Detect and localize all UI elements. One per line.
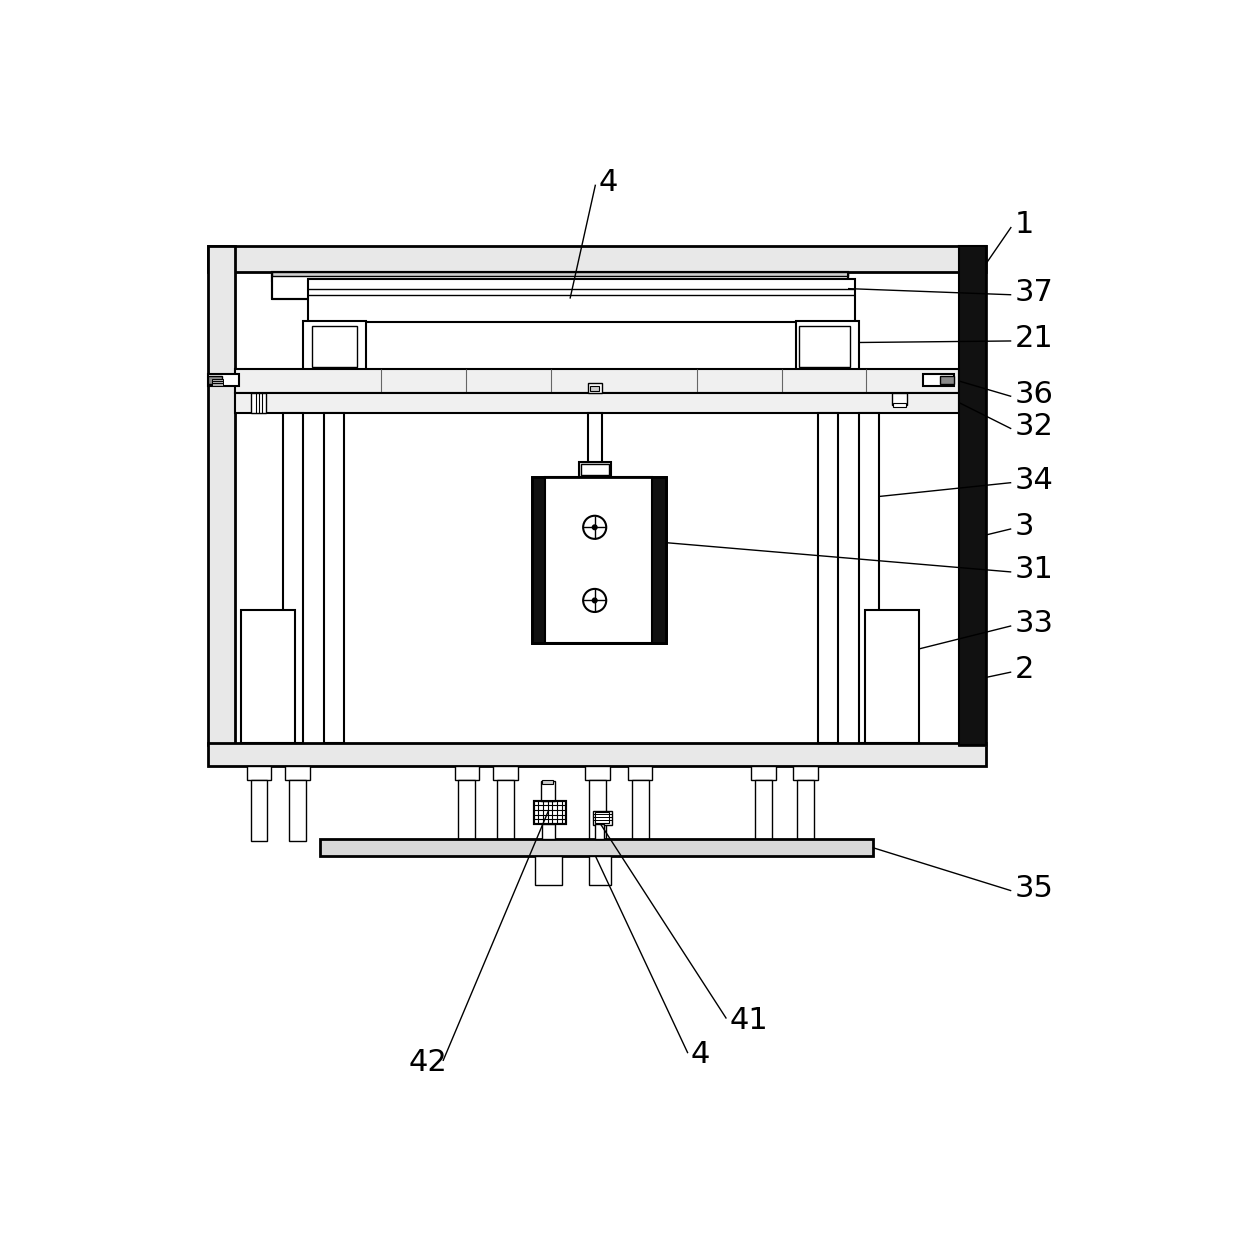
Text: 32: 32: [1014, 412, 1053, 441]
Bar: [303, 321, 366, 371]
Bar: [455, 766, 479, 780]
Bar: [959, 246, 986, 745]
Bar: [588, 384, 601, 394]
Bar: [459, 780, 475, 841]
Bar: [631, 780, 649, 841]
Bar: [236, 392, 959, 414]
Bar: [242, 610, 295, 742]
Bar: [534, 801, 567, 824]
Bar: [212, 379, 223, 381]
Bar: [894, 402, 905, 408]
Bar: [247, 766, 272, 780]
Text: 4: 4: [599, 168, 618, 196]
Bar: [250, 392, 265, 414]
Bar: [285, 766, 310, 780]
Text: 34: 34: [1014, 466, 1053, 495]
Bar: [589, 856, 611, 885]
Bar: [799, 325, 849, 368]
Bar: [593, 811, 611, 825]
Bar: [892, 392, 908, 405]
Bar: [532, 478, 666, 642]
Bar: [309, 279, 854, 321]
Bar: [652, 478, 666, 642]
Bar: [923, 374, 954, 386]
Bar: [542, 780, 553, 784]
Bar: [534, 801, 567, 824]
Text: 4: 4: [691, 1040, 711, 1069]
Bar: [283, 414, 303, 742]
Bar: [312, 325, 357, 368]
Bar: [589, 780, 606, 841]
Text: 21: 21: [1014, 324, 1053, 354]
Bar: [212, 381, 223, 384]
Bar: [236, 370, 959, 392]
Bar: [324, 414, 343, 742]
Bar: [208, 246, 986, 271]
Bar: [320, 839, 873, 856]
Bar: [546, 478, 652, 642]
Bar: [595, 812, 609, 822]
Bar: [755, 780, 771, 841]
Bar: [959, 246, 986, 745]
Bar: [532, 478, 666, 642]
Circle shape: [593, 525, 596, 530]
Bar: [588, 414, 601, 464]
Bar: [627, 766, 652, 780]
Bar: [208, 376, 222, 384]
Bar: [818, 414, 838, 742]
Text: 31: 31: [1014, 555, 1053, 584]
Bar: [208, 742, 986, 766]
Bar: [272, 271, 848, 299]
Bar: [289, 780, 306, 841]
Text: 33: 33: [1014, 609, 1053, 638]
Bar: [794, 766, 818, 780]
Bar: [208, 374, 239, 386]
Text: 41: 41: [729, 1005, 769, 1035]
Bar: [866, 610, 919, 742]
Bar: [536, 856, 563, 885]
Circle shape: [593, 599, 596, 602]
Text: 35: 35: [1014, 874, 1053, 902]
Bar: [590, 385, 599, 391]
Text: 37: 37: [1014, 278, 1053, 308]
Bar: [595, 824, 604, 839]
Bar: [272, 271, 848, 276]
Bar: [796, 321, 859, 371]
Bar: [497, 780, 513, 841]
Bar: [585, 766, 610, 780]
Bar: [208, 246, 236, 745]
Bar: [859, 414, 879, 742]
Text: 36: 36: [1014, 380, 1053, 409]
Bar: [797, 780, 815, 841]
Bar: [212, 384, 223, 386]
Bar: [940, 376, 954, 384]
Bar: [494, 766, 517, 780]
Text: 1: 1: [1014, 210, 1034, 239]
Bar: [541, 781, 554, 801]
Bar: [751, 766, 776, 780]
Bar: [579, 461, 611, 478]
Bar: [532, 478, 546, 642]
Text: 2: 2: [1014, 655, 1034, 684]
Text: 42: 42: [408, 1048, 448, 1078]
Bar: [250, 780, 268, 841]
Bar: [542, 824, 554, 839]
Bar: [272, 271, 848, 281]
Text: 3: 3: [1014, 512, 1034, 541]
Bar: [580, 464, 609, 475]
